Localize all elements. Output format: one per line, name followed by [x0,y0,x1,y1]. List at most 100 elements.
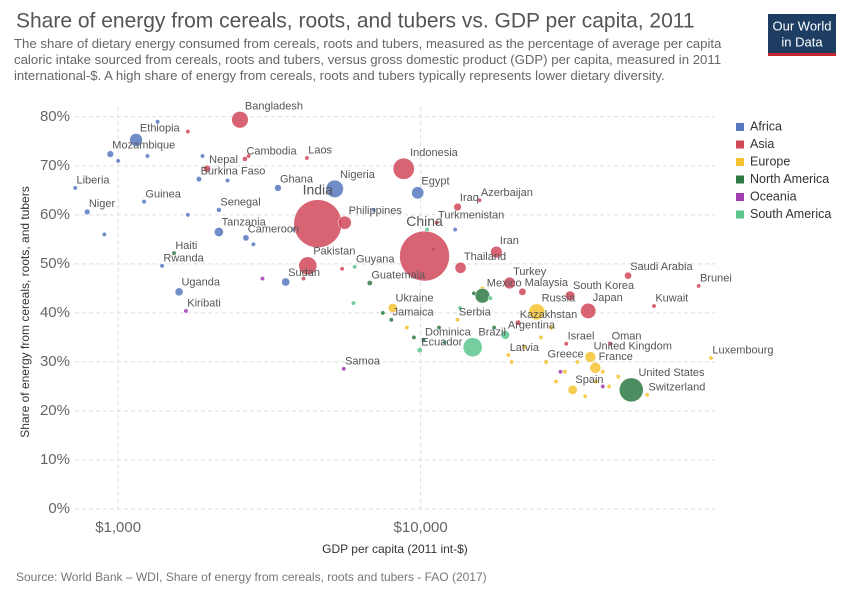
point-label: Mozambique [112,140,175,152]
point-label: Kazakhstan [520,309,577,321]
point-label: Iraq [460,192,479,204]
point-label: Dominica [425,327,472,339]
point-label: Indonesia [410,147,459,159]
point [521,344,527,350]
point-label: Nigeria [340,169,376,181]
point [392,157,415,180]
point [341,366,347,372]
point [274,184,282,192]
point [548,325,554,331]
point-label: Ukraine [396,292,434,304]
point [509,359,515,365]
point [159,263,165,269]
point [214,227,224,237]
point-label: Mexico [487,277,522,289]
point [708,355,714,361]
point-label: Tanzania [222,216,267,228]
logo-text: in Data [781,34,823,49]
y-tick-label: 20% [40,402,70,419]
point [141,199,147,205]
point [593,379,599,384]
point [567,385,578,395]
legend-label: North America [750,172,829,186]
point-label: Greece [548,349,584,361]
y-axis-label: Share of energy from cereals, roots, and… [18,186,32,437]
point [538,334,544,340]
point [500,330,510,340]
point [174,287,184,297]
point [298,256,318,276]
point [129,133,143,147]
point [615,374,621,380]
point [582,393,588,399]
point [339,266,345,272]
point-label: Iran [500,235,519,247]
point [404,325,410,331]
point [281,277,291,287]
point [490,245,503,259]
point [293,199,343,248]
point-label: India [303,181,334,197]
point-label: Oman [612,330,642,342]
point [380,310,386,316]
point-label: Cambodia [246,145,297,157]
point [411,186,425,200]
point [106,150,114,158]
point [543,359,549,365]
point [600,383,606,389]
point [337,215,352,230]
source: Source: World Bank – WDI, Share of energ… [16,570,487,584]
point [325,179,344,198]
point [196,176,202,183]
point [503,276,516,290]
point-label: Azerbaijan [481,187,533,199]
point [145,153,150,159]
point [351,300,356,306]
chart-subtitle: The share of dietary energy consumed fro… [14,36,722,83]
point [250,241,256,247]
point [515,319,522,326]
point [200,153,205,159]
point [651,303,657,309]
point [185,212,191,218]
point [185,129,191,134]
point-label: Guyana [356,254,395,266]
legend-label: South America [750,207,831,221]
point [434,220,440,226]
legend-swatch [736,175,744,184]
x-tick-label: $1,000 [95,519,141,536]
point [424,227,430,233]
point-label: Ecuador [421,336,462,348]
point [436,325,442,331]
point [225,178,231,183]
point [589,362,602,374]
point [421,337,427,343]
point [155,119,161,125]
point-label: Malaysia [525,277,569,289]
point [487,295,493,301]
point [371,207,377,213]
legend-label: Oceania [750,189,797,203]
point [518,287,527,296]
point [624,271,632,280]
point [260,276,265,282]
legend-swatch [736,140,744,149]
point-label: South Korea [573,280,635,292]
point-label: Brazil [478,327,506,339]
point-label: Kiribati [187,298,221,310]
point-label: Cameroon [248,224,299,236]
point [477,197,483,203]
point-label: Ethiopia [140,122,181,134]
point-label: Burkina Faso [201,165,266,177]
point [301,276,306,282]
point [528,303,546,321]
point [183,308,189,314]
point-label: France [599,351,633,363]
point-label: United States [638,367,705,379]
point [505,352,511,358]
y-tick-label: 10% [40,451,70,468]
point-label: Japan [593,292,623,304]
legend-swatch [736,193,744,201]
point [72,185,78,191]
